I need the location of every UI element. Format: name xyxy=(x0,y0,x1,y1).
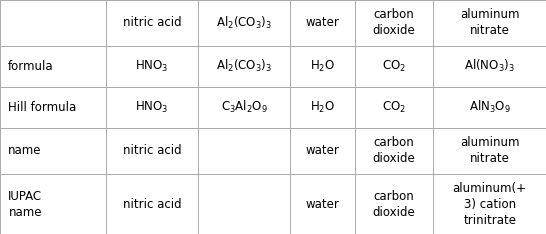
Text: AlN$_3$O$_9$: AlN$_3$O$_9$ xyxy=(469,99,511,115)
Text: aluminum
nitrate: aluminum nitrate xyxy=(460,8,519,37)
Text: nitric acid: nitric acid xyxy=(122,16,181,29)
Text: carbon
dioxide: carbon dioxide xyxy=(373,190,416,219)
Text: Al$_2$(CO$_3$)$_3$: Al$_2$(CO$_3$)$_3$ xyxy=(216,58,272,74)
Text: IUPAC
name: IUPAC name xyxy=(8,190,43,219)
Text: water: water xyxy=(306,144,340,157)
Text: carbon
dioxide: carbon dioxide xyxy=(373,136,416,165)
Text: H$_2$O: H$_2$O xyxy=(310,58,335,74)
Text: nitric acid: nitric acid xyxy=(122,144,181,157)
Text: Al$_2$(CO$_3$)$_3$: Al$_2$(CO$_3$)$_3$ xyxy=(216,15,272,31)
Text: formula: formula xyxy=(8,60,54,73)
Text: water: water xyxy=(306,16,340,29)
Text: CO$_2$: CO$_2$ xyxy=(382,58,406,74)
Text: Al(NO$_3$)$_3$: Al(NO$_3$)$_3$ xyxy=(464,58,515,74)
Text: nitric acid: nitric acid xyxy=(122,198,181,211)
Text: Hill formula: Hill formula xyxy=(8,101,76,113)
Text: carbon
dioxide: carbon dioxide xyxy=(373,8,416,37)
Text: HNO$_3$: HNO$_3$ xyxy=(135,58,169,74)
Text: aluminum
nitrate: aluminum nitrate xyxy=(460,136,519,165)
Text: water: water xyxy=(306,198,340,211)
Text: CO$_2$: CO$_2$ xyxy=(382,99,406,115)
Text: name: name xyxy=(8,144,41,157)
Text: aluminum(+
3) cation
trinitrate: aluminum(+ 3) cation trinitrate xyxy=(453,182,527,227)
Text: HNO$_3$: HNO$_3$ xyxy=(135,99,169,115)
Text: H$_2$O: H$_2$O xyxy=(310,99,335,115)
Text: C$_3$Al$_2$O$_9$: C$_3$Al$_2$O$_9$ xyxy=(221,99,268,115)
